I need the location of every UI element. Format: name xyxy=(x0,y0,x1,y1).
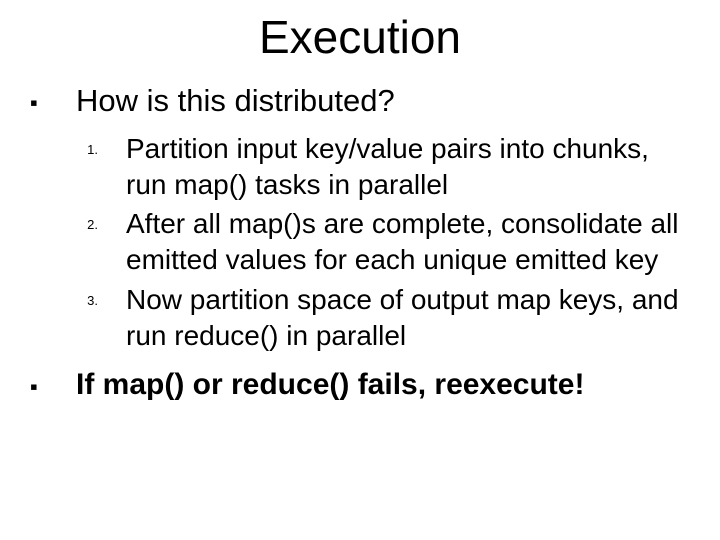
top-bullet-text: How is this distributed? xyxy=(76,82,395,121)
bullet-icon: ▪ xyxy=(30,366,76,398)
numbered-list: 1. Partition input key/value pairs into … xyxy=(30,131,690,354)
bottom-bullet-row: ▪ If map() or reduce() fails, reexecute! xyxy=(30,366,690,404)
bullet-icon: ▪ xyxy=(30,82,76,114)
bottom-bullet-text: If map() or reduce() fails, reexecute! xyxy=(76,366,584,404)
item-number: 2. xyxy=(30,206,126,232)
list-item: 3. Now partition space of output map key… xyxy=(30,282,690,354)
item-text: After all map()s are complete, consolida… xyxy=(126,206,690,278)
item-text: Now partition space of output map keys, … xyxy=(126,282,690,354)
item-number: 3. xyxy=(30,282,126,308)
item-text: Partition input key/value pairs into chu… xyxy=(126,131,690,203)
list-item: 1. Partition input key/value pairs into … xyxy=(30,131,690,203)
item-number: 1. xyxy=(30,131,126,157)
slide-title: Execution xyxy=(30,10,690,64)
list-item: 2. After all map()s are complete, consol… xyxy=(30,206,690,278)
top-bullet-row: ▪ How is this distributed? xyxy=(30,82,690,121)
slide: Execution ▪ How is this distributed? 1. … xyxy=(0,0,720,540)
